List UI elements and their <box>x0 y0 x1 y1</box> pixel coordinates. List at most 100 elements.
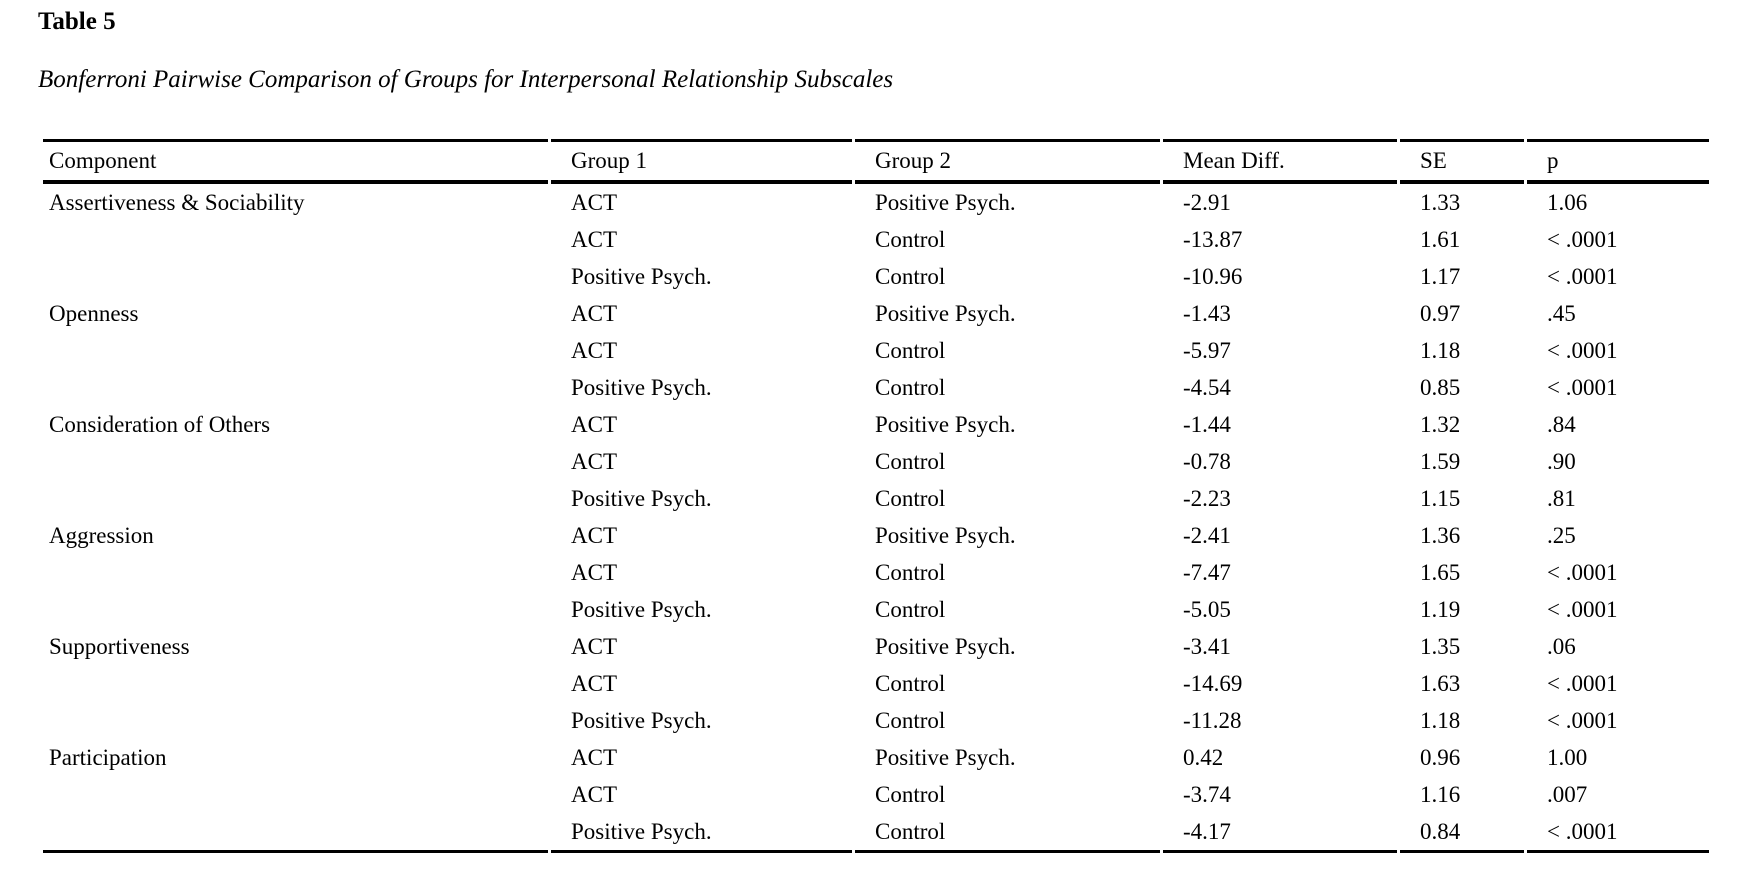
table-cell: 1.35 <box>1420 633 1461 659</box>
table-cell: Positive Psych. <box>875 633 1016 659</box>
table-cell: 1.15 <box>1420 485 1461 511</box>
table-cell: .90 <box>1547 448 1576 474</box>
table-cell: -5.97 <box>1183 337 1231 363</box>
table-cell <box>43 443 548 480</box>
table-cell: -4.17 <box>1163 813 1397 853</box>
table-cell: .81 <box>1547 485 1576 511</box>
table-cell: 1.18 <box>1420 337 1461 363</box>
table-cell: ACT <box>571 670 617 696</box>
table-cell: 1.61 <box>1420 226 1461 252</box>
table-cell: ACT <box>571 744 617 770</box>
table-cell: -2.41 <box>1183 522 1231 548</box>
table-cell: 1.17 <box>1420 263 1461 289</box>
table-cell: -2.91 <box>1183 189 1231 215</box>
table-cell: Control <box>875 485 946 511</box>
table-row: Positive Psych. Control -4.17 0.84 < .0001 <box>43 813 1709 853</box>
table-row: Positive Psych. Control -10.96 1.17 < .0001 <box>43 258 1709 295</box>
table-cell: Control <box>875 596 946 622</box>
table-cell: .007 <box>1547 781 1588 807</box>
table-cell: Control <box>875 263 946 289</box>
table-cell: Positive Psych. <box>875 189 1016 215</box>
column-header-p: p <box>1527 139 1709 184</box>
table-cell <box>43 369 548 406</box>
table-cell <box>43 480 548 517</box>
table-cell <box>43 702 548 739</box>
table-row: ACT Control -7.47 1.65 < .0001 <box>43 554 1709 591</box>
results-table: Component Group 1 Group 2 Mean Diff. SE … <box>40 139 1712 853</box>
table-cell: < .0001 <box>1547 226 1618 252</box>
table-cell: 1.32 <box>1420 411 1461 437</box>
table-row: Participation ACT Positive Psych. 0.42 0.96 1… <box>43 739 1709 776</box>
table-row: Positive Psych. Control -11.28 1.18 < .0001 <box>43 702 1709 739</box>
table-cell: < .0001 <box>1547 559 1618 585</box>
table-cell <box>43 221 548 258</box>
table-cell: < .0001 <box>1547 596 1618 622</box>
table-cell: -11.28 <box>1183 707 1242 733</box>
table-number: Table 5 <box>38 8 116 35</box>
table-row: ACT Control -0.78 1.59 .90 <box>43 443 1709 480</box>
table-row: Supportiveness ACT Positive Psych. -3.41 1.3… <box>43 628 1709 665</box>
table-cell: Positive Psych. <box>571 263 712 289</box>
table-cell: -4.54 <box>1183 374 1231 400</box>
table-cell: Positive Psych. <box>571 596 712 622</box>
table-cell: 0.42 <box>1183 744 1224 770</box>
table-cell: < .0001 <box>1547 707 1618 733</box>
table-cell: 0.85 <box>1420 374 1461 400</box>
table-cell: < .0001 <box>1547 337 1618 363</box>
table-cell: Control <box>875 226 946 252</box>
table-cell: .84 <box>1547 411 1576 437</box>
column-header-group2: Group 2 <box>855 139 1160 184</box>
table-cell: ACT <box>571 448 617 474</box>
table-cell: -3.74 <box>1183 781 1231 807</box>
table-row: ACT Control -3.74 1.16 .007 <box>43 776 1709 813</box>
table-cell: < .0001 <box>1547 374 1618 400</box>
table-cell: Positive Psych. <box>551 813 852 853</box>
table-cell: .06 <box>1547 633 1576 659</box>
table-cell: -5.05 <box>1183 596 1231 622</box>
table-cell: -13.87 <box>1183 226 1243 252</box>
table-cell <box>43 665 548 702</box>
column-header-mean-diff: Mean Diff. <box>1163 139 1397 184</box>
table-cell: 1.36 <box>1420 522 1461 548</box>
table-cell: 1.63 <box>1420 670 1461 696</box>
table-cell: < .0001 <box>1547 670 1618 696</box>
table-row: ACT Control -14.69 1.63 < .0001 <box>43 665 1709 702</box>
table-cell: Positive Psych. <box>571 485 712 511</box>
table-cell: .25 <box>1547 522 1576 548</box>
table-cell: -3.41 <box>1183 633 1231 659</box>
table-cell: Control <box>875 781 946 807</box>
table-cell: Supportiveness <box>49 633 190 659</box>
column-header-component: Component <box>43 139 548 184</box>
table-cell: Aggression <box>49 522 154 548</box>
table-caption: Bonferroni Pairwise Comparison of Groups… <box>38 66 894 93</box>
table-cell: Consideration of Others <box>49 411 271 437</box>
table-cell: 1.06 <box>1547 189 1588 215</box>
table-cell: 1.59 <box>1420 448 1461 474</box>
table-cell: Control <box>875 707 946 733</box>
table-cell: Positive Psych. <box>571 374 712 400</box>
table-cell: Control <box>875 374 946 400</box>
table-cell: -10.96 <box>1183 263 1243 289</box>
table-cell: Control <box>875 337 946 363</box>
table-row: Positive Psych. Control -4.54 0.85 < .0001 <box>43 369 1709 406</box>
table-cell: 1.65 <box>1420 559 1461 585</box>
table-cell <box>43 332 548 369</box>
table-cell: ACT <box>571 411 617 437</box>
table-cell: Positive Psych. <box>875 744 1016 770</box>
column-header-group1: Group 1 <box>551 139 852 184</box>
table-cell: Positive Psych. <box>875 300 1016 326</box>
table-row: Assertiveness & Sociability ACT Positive P… <box>43 184 1709 221</box>
table-cell: -1.44 <box>1183 411 1231 437</box>
table-row: Positive Psych. Control -5.05 1.19 < .0001 <box>43 591 1709 628</box>
table-row: Positive Psych. Control -2.23 1.15 .81 <box>43 480 1709 517</box>
table-cell: -7.47 <box>1183 559 1231 585</box>
table-cell: < .0001 <box>1547 263 1618 289</box>
table-cell: 1.16 <box>1420 781 1461 807</box>
table-cell: ACT <box>571 559 617 585</box>
table-cell: Control <box>875 448 946 474</box>
table-row: Aggression ACT Positive Psych. -2.41 1.36 .25 <box>43 517 1709 554</box>
table-cell: Positive Psych. <box>571 707 712 733</box>
table-row: Openness ACT Positive Psych. -1.43 0.97 .45 <box>43 295 1709 332</box>
table-cell: ACT <box>571 189 617 215</box>
